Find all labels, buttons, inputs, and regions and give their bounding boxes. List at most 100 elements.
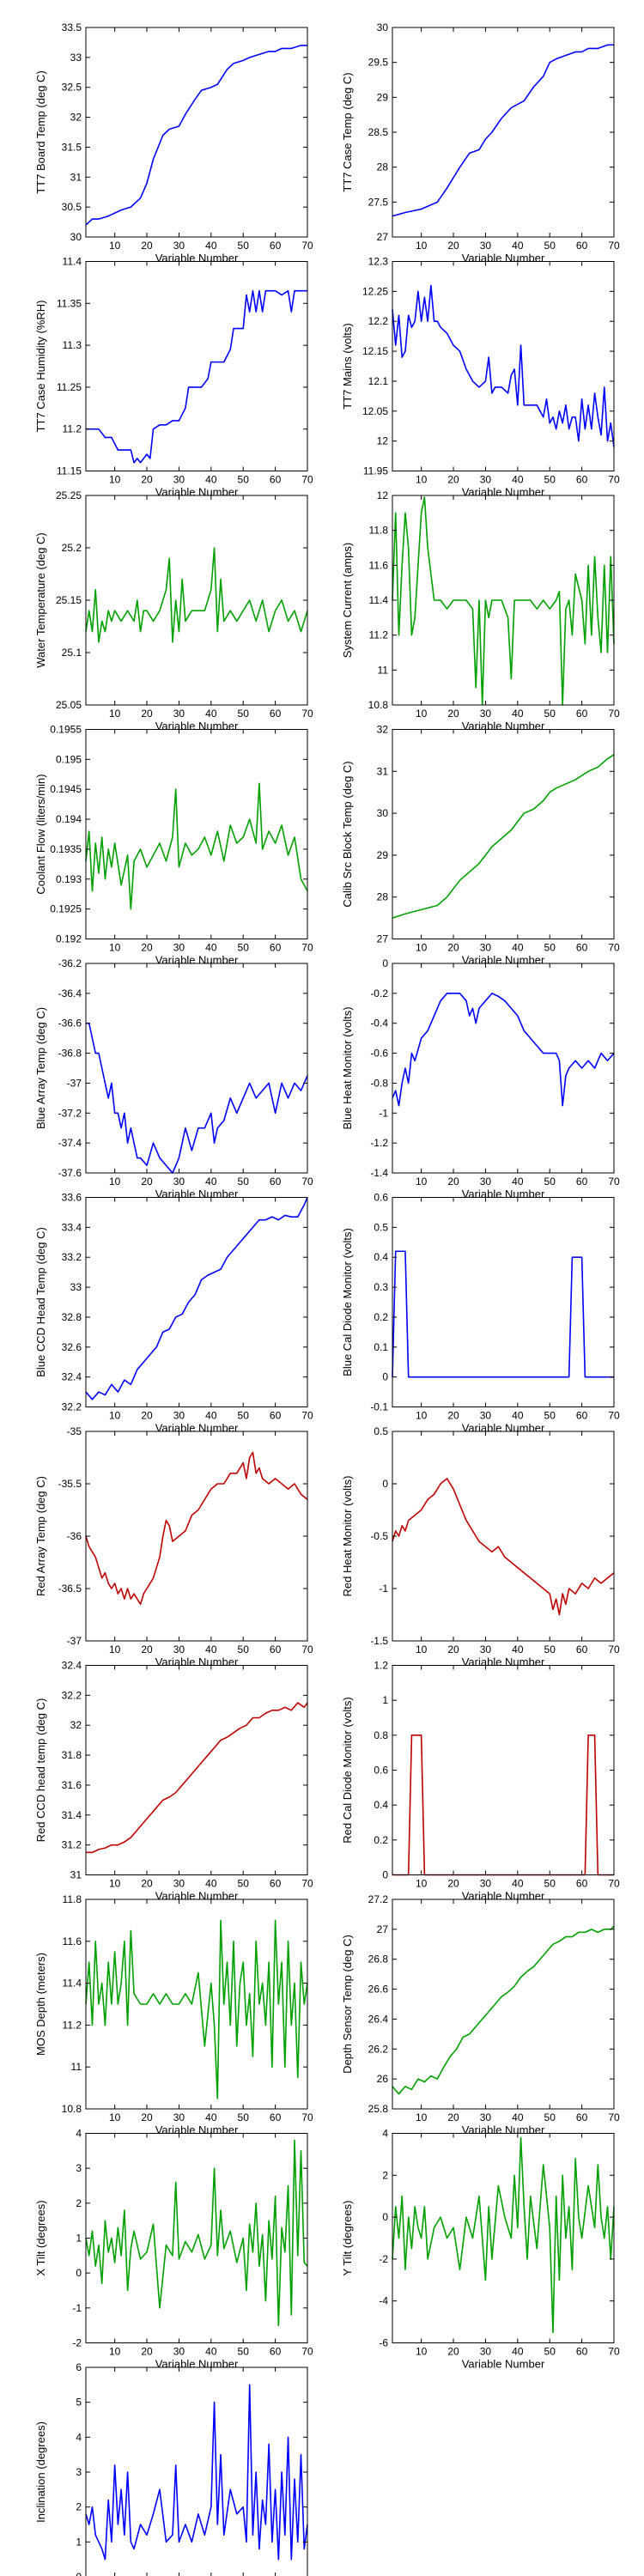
y-tick-label: 1.2: [374, 1660, 388, 1672]
y-tick-label: 32.8: [62, 1311, 82, 1323]
y-tick-label: 11: [71, 2061, 82, 2073]
y-tick-label: 0.5: [374, 1425, 388, 1437]
series-line: [392, 2136, 615, 2334]
y-tick-label: 33.6: [62, 1192, 82, 1204]
x-axis-label: Variable Number: [462, 1656, 545, 1668]
y-tick-label: 0: [382, 2211, 388, 2223]
x-tick-label: 50: [238, 1643, 250, 1656]
x-tick-label: 20: [447, 2111, 459, 2123]
y-tick-label: 0.6: [374, 1765, 388, 1777]
x-tick-label: 50: [544, 474, 556, 486]
x-tick-label: 70: [301, 1410, 313, 1422]
x-tick-label: 60: [576, 942, 588, 954]
y-tick-label: -0.6: [370, 1048, 388, 1060]
x-tick-label: 30: [480, 1643, 492, 1656]
y-tick-label: 0: [382, 1371, 388, 1383]
x-tick-label: 50: [544, 240, 556, 252]
y-tick-label: 11.2: [63, 423, 82, 435]
x-tick-label: 30: [173, 2346, 185, 2358]
y-tick-label: 11.4: [63, 256, 82, 268]
y-axis-label: TT7 Mains (volts): [341, 323, 354, 409]
y-tick-label: -1: [72, 2302, 82, 2314]
x-axis-label: Variable Number: [155, 720, 239, 732]
x-axis-label: Variable Number: [462, 954, 545, 967]
y-tick-label: 0.1925: [50, 903, 82, 915]
x-tick-label: 10: [416, 2111, 428, 2123]
x-tick-label: 30: [173, 240, 185, 252]
x-tick-label: 50: [544, 2111, 556, 2123]
chart-panel: 25.8 26 26.2 26.4 26.6 26.8 27 27.2 10 20 30 40 50 60…: [341, 1893, 620, 2136]
x-axis-label: Variable Number: [462, 2123, 545, 2136]
chart-panel: 0.192 0.1925 0.193 0.1935 0.194 0.1945 0.195 0.…: [34, 724, 313, 967]
y-axis-label: Water Temperature (deg C): [34, 532, 47, 668]
y-tick-label: 12.25: [362, 285, 388, 297]
x-tick-label: 70: [608, 2111, 620, 2123]
y-tick-label: 0: [76, 2571, 82, 2576]
y-axis-label: Calib Src Block Temp (deg C): [341, 761, 354, 907]
y-tick-label: 11.2: [63, 2019, 82, 2031]
y-tick-label: -37.2: [58, 1107, 82, 1119]
x-tick-label: 50: [544, 1878, 556, 1890]
x-tick-label: 20: [141, 1410, 153, 1422]
series-line: [392, 993, 615, 1107]
y-tick-label: -36.5: [58, 1583, 82, 1595]
chart-panel: 11.95 12 12.05 12.1 12.15 12.2 12.25 12.3 10 20 30…: [341, 256, 620, 499]
y-tick-label: 28: [377, 161, 389, 173]
y-tick-label: -1: [379, 1107, 388, 1119]
y-axis-label: Depth Sensor Temp (deg C): [341, 1935, 354, 2074]
x-tick-label: 40: [512, 2346, 524, 2358]
y-tick-label: -35: [67, 1425, 82, 1437]
x-tick-label: 20: [141, 708, 153, 720]
x-tick-label: 10: [109, 240, 121, 252]
y-tick-label: 1: [382, 1694, 388, 1706]
chart-panel: 25.05 25.1 25.15 25.2 25.25 10 20 30 40 50 60 70 Var…: [34, 489, 313, 732]
x-axis-label: Variable Number: [155, 252, 239, 264]
chart-panel: 27 27.5 28 28.5 29 29.5 30 10 20 30 40 50 60 70 Variab…: [341, 21, 620, 264]
y-tick-label: -1.2: [370, 1137, 388, 1149]
x-tick-label: 50: [238, 2346, 250, 2358]
y-tick-label: 0.1935: [50, 843, 82, 855]
x-tick-label: 30: [173, 1410, 185, 1422]
x-tick-label: 50: [238, 1176, 250, 1188]
y-tick-label: 31.8: [62, 1749, 82, 1761]
x-tick-label: 70: [608, 1878, 620, 1890]
x-tick-label: 10: [416, 942, 428, 954]
series-line: [85, 45, 307, 226]
y-tick-label: 10.8: [62, 2103, 82, 2115]
x-tick-label: 50: [238, 942, 250, 954]
x-tick-label: 30: [173, 474, 185, 486]
y-axis-label: Red Cal Diode Monitor (volts): [341, 1697, 354, 1844]
y-tick-label: 25.2: [62, 542, 82, 554]
series-line: [392, 44, 614, 217]
x-tick-label: 40: [205, 1410, 217, 1422]
x-tick-label: 60: [270, 1176, 282, 1188]
series-line: [85, 1919, 308, 2099]
x-tick-label: 70: [608, 708, 620, 720]
y-axis-label: TT7 Board Temp (deg C): [34, 70, 47, 194]
x-tick-label: 10: [109, 1878, 121, 1890]
y-tick-label: 0.2: [374, 1834, 388, 1846]
x-tick-label: 30: [173, 2111, 185, 2123]
y-tick-label: 3: [76, 2162, 82, 2174]
x-tick-label: 70: [301, 1643, 313, 1656]
x-tick-label: 20: [447, 1176, 459, 1188]
plot-frame: [392, 963, 615, 1174]
x-tick-label: 30: [480, 708, 492, 720]
y-tick-label: 11.3: [63, 339, 82, 351]
y-tick-label: 0: [382, 1478, 388, 1490]
series-line: [392, 496, 615, 706]
x-tick-label: 50: [238, 474, 250, 486]
y-axis-label: Inclination (degrees): [34, 2421, 47, 2523]
y-axis-label: Red Array Temp (deg C): [34, 1476, 47, 1596]
x-tick-label: 60: [270, 240, 282, 252]
x-tick-label: 40: [205, 240, 217, 252]
y-tick-label: -1.5: [370, 1635, 388, 1647]
y-tick-label: 0: [382, 957, 388, 969]
plot-frame: [85, 1197, 308, 1407]
x-tick-label: 10: [416, 1176, 428, 1188]
x-tick-label: 20: [447, 474, 459, 486]
x-tick-label: 20: [141, 942, 153, 954]
series-line: [392, 754, 615, 919]
y-tick-label: -0.2: [370, 987, 388, 999]
plot-frame: [85, 495, 308, 706]
